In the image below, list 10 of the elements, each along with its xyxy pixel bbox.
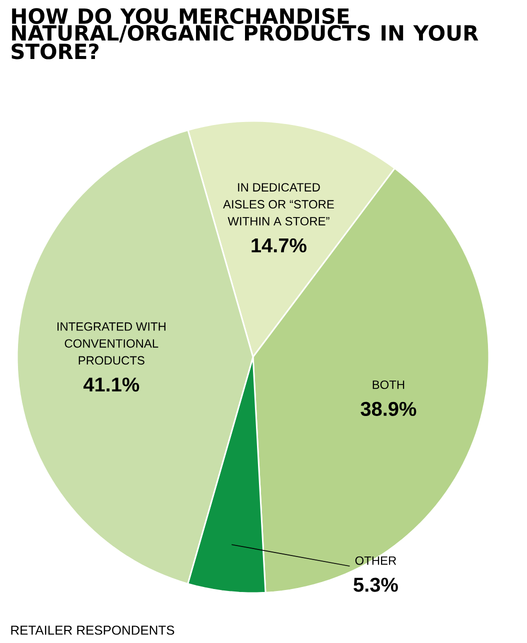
slice-label: INTEGRATED WITH CONVENTIONAL PRODUCTS <box>58 322 166 365</box>
text: RETAILER RESPONDENTS <box>11 626 174 635</box>
slice-label: IN DEDICATED AISLES OR “STORE WITHIN A STORE” <box>223 183 334 226</box>
data-label: 5.3% <box>354 578 398 592</box>
data-label: 38.9% <box>360 402 416 416</box>
data-label: 14.7% <box>252 238 306 252</box>
slice-label: OTHER <box>355 556 396 565</box>
data-label: 41.1% <box>83 378 140 392</box>
slice-label: BOTH <box>372 380 404 389</box>
chart-title: HOW DO YOU MERCHANDISE NATURAL/ORGANIC PRODUCTS IN YOUR STORE? <box>12 8 478 60</box>
